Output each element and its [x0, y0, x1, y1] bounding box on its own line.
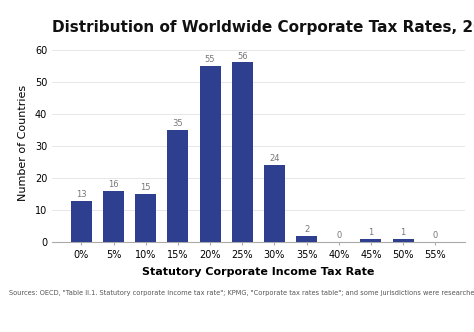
Bar: [392, 239, 414, 242]
Text: Distribution of Worldwide Corporate Tax Rates, 2019: Distribution of Worldwide Corporate Tax …: [52, 20, 474, 35]
Text: 35: 35: [173, 119, 183, 128]
Bar: [264, 165, 285, 242]
Text: 13: 13: [76, 190, 87, 199]
Bar: [71, 201, 92, 242]
Text: 24: 24: [269, 154, 280, 163]
Text: 0: 0: [433, 231, 438, 240]
Text: 2: 2: [304, 225, 309, 234]
Bar: [361, 239, 382, 242]
Bar: [167, 130, 188, 242]
Text: 15: 15: [140, 183, 151, 192]
Text: 56: 56: [237, 51, 247, 60]
Bar: [135, 194, 156, 242]
Text: 1: 1: [401, 228, 406, 237]
Bar: [103, 191, 124, 242]
Y-axis label: Number of Countries: Number of Countries: [18, 85, 28, 201]
Text: TAX FOUNDATION: TAX FOUNDATION: [7, 311, 111, 321]
Text: 0: 0: [336, 231, 341, 240]
Text: @TaxFoundation: @TaxFoundation: [381, 311, 467, 321]
Text: 55: 55: [205, 55, 215, 64]
X-axis label: Statutory Corporate Income Tax Rate: Statutory Corporate Income Tax Rate: [142, 267, 374, 277]
Text: Sources: OECD, "Table II.1. Statutory corporate income tax rate"; KPMG, "Corpora: Sources: OECD, "Table II.1. Statutory co…: [9, 290, 474, 296]
Text: 16: 16: [108, 180, 119, 189]
Bar: [200, 66, 220, 242]
Bar: [296, 236, 317, 242]
Text: 1: 1: [368, 228, 374, 237]
Bar: [232, 62, 253, 242]
